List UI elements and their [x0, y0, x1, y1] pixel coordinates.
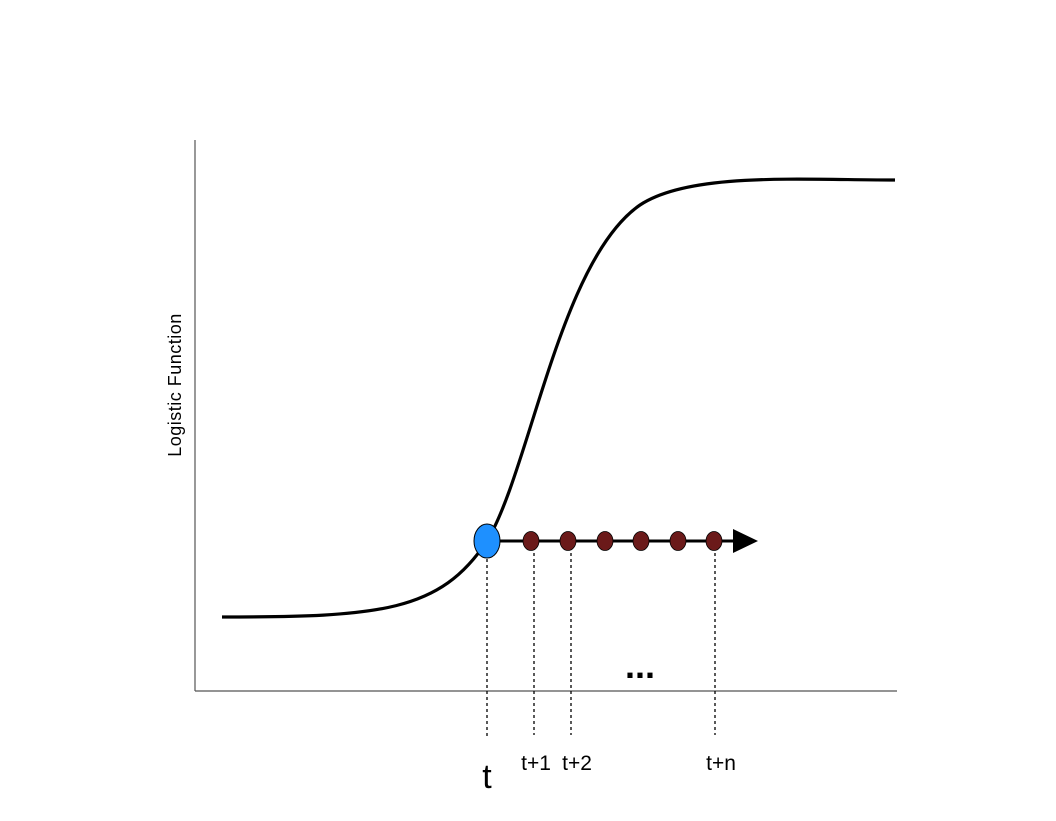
label-t: t [482, 758, 492, 796]
future-point-3 [596, 531, 614, 551]
time-arrow-head [733, 529, 758, 553]
label-t-plus-n: t+n [706, 752, 736, 775]
current-point [473, 523, 501, 559]
ellipsis-text: ... [625, 645, 655, 686]
logistic-curve [221, 177, 896, 619]
label-t-plus-1: t+1 [521, 752, 551, 775]
future-point-1 [522, 531, 540, 551]
label-t-plus-2: t+2 [562, 752, 592, 775]
future-point-2 [559, 531, 577, 551]
future-point-6 [705, 531, 723, 551]
y-axis-label: Logistic Function [165, 313, 185, 457]
future-point-4 [632, 531, 650, 551]
future-point-5 [669, 531, 687, 551]
